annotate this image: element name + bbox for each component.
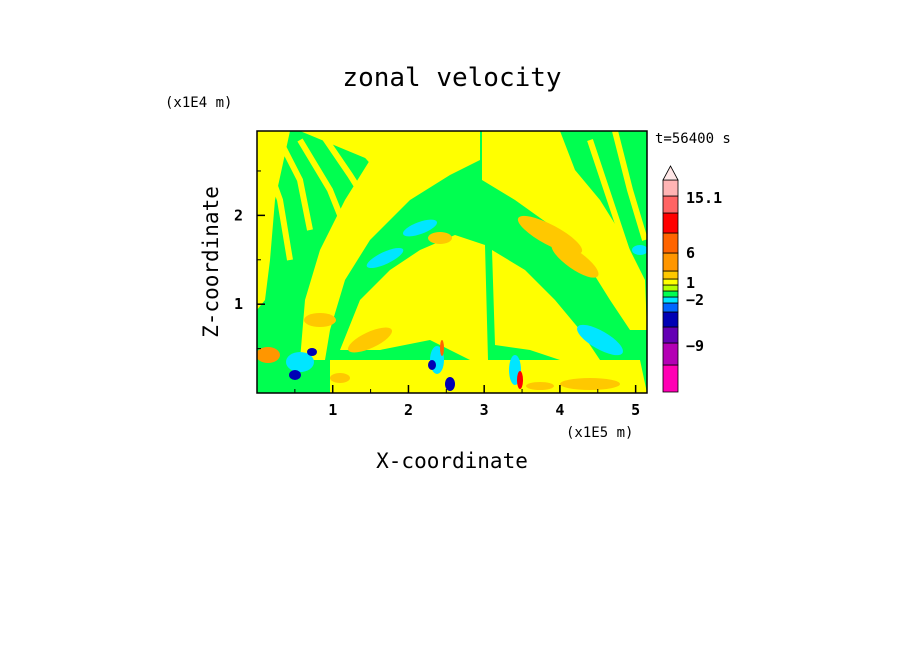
field-red-blob <box>440 340 444 356</box>
colorbar-label: 15.1 <box>686 189 722 207</box>
field-yellow-inner <box>340 235 488 360</box>
colorbar-label: −9 <box>686 337 704 355</box>
colorbar-segment <box>662 302 679 313</box>
velocity-field <box>257 131 647 393</box>
y-axis-ticks: 12 <box>234 170 265 350</box>
x-unit-label: (x1E5 m) <box>566 425 633 441</box>
field-stripes <box>259 131 403 261</box>
x-tick-label: 5 <box>631 401 640 419</box>
colorbar-label: −2 <box>686 291 704 309</box>
colorbar-segment <box>662 252 679 272</box>
field-orange-blob <box>551 242 599 278</box>
field-blue-blob <box>307 348 317 356</box>
field-cyan-blob <box>577 324 623 356</box>
colorbar-segment <box>662 232 679 254</box>
plot-frame <box>256 130 648 394</box>
colorbar <box>662 165 679 393</box>
colorbar-segment <box>662 342 679 366</box>
field-orange-blob <box>560 378 620 390</box>
field-orange-blob <box>428 232 452 244</box>
field-yellow-arch-right <box>482 131 647 330</box>
colorbar-label: 6 <box>686 244 695 262</box>
x-tick-label: 2 <box>404 401 413 419</box>
field-yellow-arch-left <box>300 131 480 360</box>
x-axis-title: X-coordinate <box>376 449 528 473</box>
colorbar-segment <box>662 364 679 393</box>
field-red-blob <box>517 371 523 389</box>
y-tick-label: 2 <box>234 206 243 224</box>
colorbar-segment <box>662 311 679 328</box>
colorbar-segment <box>662 212 679 234</box>
y-axis-title: Z-coordinate <box>199 186 223 338</box>
chart-title: zonal velocity <box>342 63 561 93</box>
field-blue-blob <box>428 360 436 370</box>
colorbar-label: 1 <box>686 274 695 292</box>
colorbar-overflow-arrow <box>662 165 679 181</box>
y-unit-label: (x1E4 m) <box>165 95 232 111</box>
colorbar-segment <box>662 296 679 304</box>
x-tick-label: 4 <box>555 401 564 419</box>
colorbar-segment <box>662 195 679 214</box>
field-orange-blob <box>304 313 336 327</box>
x-axis-ticks: 1 2 3 4 5 <box>294 385 640 419</box>
field-cyan-blob <box>632 245 647 255</box>
field-cyan-blob <box>366 247 404 269</box>
colorbar-segment <box>662 326 679 344</box>
colorbar-segment <box>662 278 679 286</box>
field-orange-blob <box>526 382 554 390</box>
x-tick-label: 1 <box>328 401 337 419</box>
x-tick-label: 3 <box>480 401 489 419</box>
field-orange-blob <box>517 215 583 255</box>
field-blue-blob <box>289 370 301 380</box>
colorbar-segment <box>662 284 679 292</box>
field-orange-blob <box>257 347 280 363</box>
field-orange-blob <box>347 327 393 353</box>
colorbar-labels: 15.1 6 1−2 −9 <box>686 189 722 355</box>
field-cyan-blob <box>286 352 314 372</box>
colorbar-segment <box>662 290 679 298</box>
field-orange-blob <box>330 373 350 383</box>
y-tick-label: 1 <box>234 295 243 313</box>
field-yellow-left-edge <box>257 131 290 310</box>
field-stripes-right <box>587 131 647 261</box>
time-label: t=56400 s <box>655 131 731 147</box>
field-blue-blob <box>445 377 455 391</box>
field-yellow-inner-right <box>492 250 600 360</box>
colorbar-segment <box>662 270 679 280</box>
colorbar-segment <box>662 179 679 197</box>
field-cyan-blob <box>402 219 438 237</box>
